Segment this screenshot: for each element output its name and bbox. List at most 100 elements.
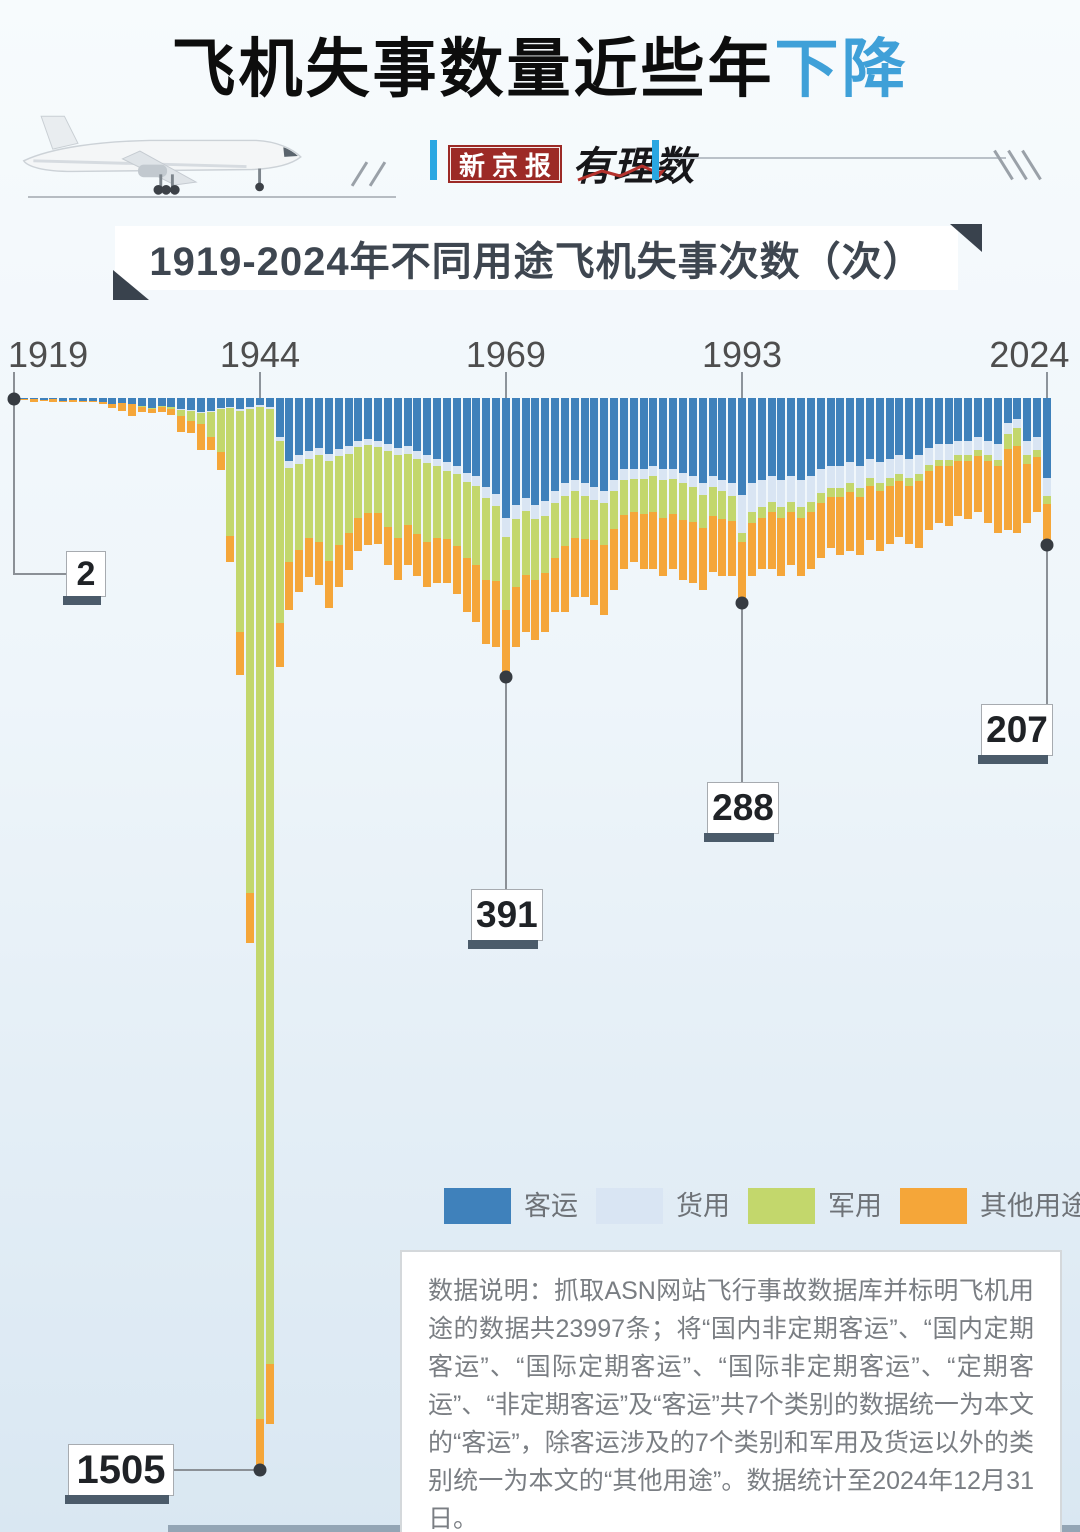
brand-logo-xjb: 新京报	[448, 145, 562, 183]
axis-year-label-1919: 1919	[8, 334, 89, 375]
callout-dot-1919	[7, 392, 21, 406]
callout-value-1919: 2	[63, 551, 106, 605]
bar-1923	[49, 398, 58, 403]
bar-1998	[787, 398, 796, 566]
bar-1967	[482, 398, 491, 644]
bar-2016	[964, 398, 973, 520]
bar-2009	[895, 398, 904, 537]
bar-1964	[452, 398, 461, 594]
bar-2023	[1033, 398, 1042, 512]
bar-1931	[128, 398, 137, 416]
bar-1972	[531, 398, 540, 641]
axis-tick-1969	[504, 372, 507, 398]
bar-1994	[747, 398, 756, 577]
bar-1940	[216, 398, 225, 470]
bar-1956	[374, 398, 382, 544]
axis-year-label-1944: 1944	[219, 334, 300, 375]
logo-divider-bar	[652, 140, 659, 180]
bar-1932	[137, 398, 146, 413]
bar-2008	[885, 398, 894, 544]
bar-1974	[551, 398, 560, 612]
bar-1960	[413, 398, 422, 577]
title-highlight: 下降	[774, 33, 909, 105]
callout-line-2024	[1046, 545, 1048, 704]
bar-1976	[570, 398, 579, 598]
legend-label: 军用	[828, 1191, 882, 1221]
bar-1929	[108, 398, 117, 408]
bar-1948	[295, 398, 304, 592]
callout-value-1944: 1505	[65, 1444, 174, 1504]
airplane-illustration	[22, 115, 302, 195]
logo-divider-bar	[430, 140, 437, 180]
callout-dot-1993	[735, 596, 749, 610]
callout-line-1944	[172, 1469, 255, 1471]
bar-1995	[757, 398, 766, 569]
bar-1938	[196, 398, 205, 450]
callout-dot-1969	[499, 670, 513, 683]
bar-2017	[974, 398, 983, 512]
bar-1969	[501, 398, 510, 677]
bar-1945	[265, 398, 274, 1424]
bar-1966	[472, 398, 481, 623]
bar-2004	[846, 398, 855, 552]
bar-1954	[354, 398, 363, 552]
bar-1971	[521, 398, 530, 632]
bar-2019	[993, 398, 1002, 534]
bar-1981	[619, 398, 628, 569]
bar-1991	[718, 398, 727, 577]
bar-1992	[728, 398, 737, 577]
chart-title-text: 1919-2024年不同用途飞机失事次数（次）	[149, 240, 924, 284]
bar-2000	[806, 398, 815, 569]
title-main: 飞机失事数量近些年	[171, 33, 775, 105]
bar-1984	[649, 398, 658, 569]
bar-1965	[462, 398, 471, 612]
bar-2005	[856, 398, 865, 555]
chart-title-banner: 1919-2024年不同用途飞机失事次数（次）	[113, 224, 982, 300]
bar-2007	[875, 398, 884, 552]
bar-1926	[78, 398, 87, 402]
bar-1924	[59, 398, 68, 403]
bar-2003	[836, 398, 845, 555]
legend-label: 其他用途	[980, 1191, 1080, 1221]
axis-year-label-1969: 1969	[465, 334, 546, 375]
legend-label: 货用	[676, 1191, 730, 1221]
callout-value-1969: 391	[467, 889, 543, 949]
bar-1990	[708, 398, 717, 573]
bar-1968	[492, 398, 501, 648]
brand-logo-ylsh: 有理数	[572, 145, 695, 189]
callout-value-2024: 207	[978, 704, 1053, 764]
bar-1973	[541, 398, 550, 632]
bar-1963	[442, 398, 451, 584]
bar-1987	[678, 398, 687, 580]
legend-swatch	[444, 1188, 511, 1224]
axis-year-label-2024: 2024	[989, 334, 1070, 375]
bar-1953	[344, 398, 353, 571]
bar-2001	[816, 398, 825, 559]
callout-line-1919	[13, 372, 15, 575]
bar-1975	[560, 398, 569, 612]
bar-1920	[19, 398, 28, 401]
bar-1935	[167, 398, 176, 416]
bar-2021	[1013, 398, 1022, 534]
bar-2020	[1003, 398, 1012, 530]
bar-1944	[255, 398, 264, 1470]
legend-item-货用: 货用	[596, 1188, 730, 1224]
bar-2010	[905, 398, 914, 544]
bar-1933	[147, 398, 156, 413]
bar-2011	[915, 398, 924, 548]
bar-1955	[364, 398, 373, 545]
callout-line-1993	[741, 603, 744, 782]
bar-1962	[433, 398, 442, 584]
bar-2002	[826, 398, 835, 548]
bar-1942	[236, 398, 245, 676]
bar-1997	[777, 398, 786, 577]
bar-1993	[738, 398, 747, 604]
bar-1943	[246, 398, 255, 943]
bar-1986	[669, 398, 678, 569]
bar-1934	[157, 398, 166, 413]
bar-2024	[1043, 398, 1051, 546]
data-note-text: 数据说明：抓取ASN网站飞行事故数据库并标明飞机用途的数据共23997条；将“国…	[428, 1277, 1034, 1532]
chart-legend: 客运 货用 军用 其他用途	[444, 1188, 1080, 1224]
